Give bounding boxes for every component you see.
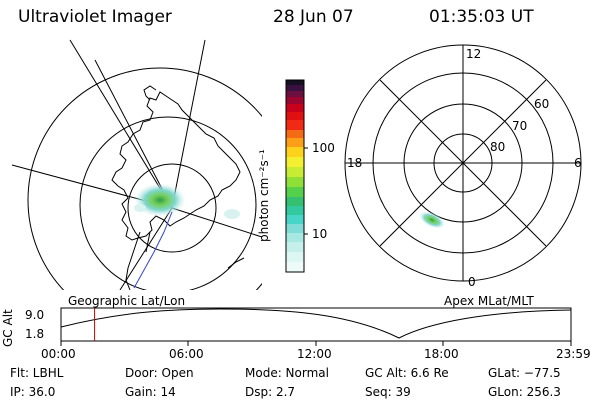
colorbar-tick-100: 100 xyxy=(312,141,335,155)
status-gain: Gain: 14 xyxy=(125,385,176,399)
island-coast xyxy=(227,257,245,269)
instrument-title: Ultraviolet Imager xyxy=(18,7,172,27)
altitude-curve xyxy=(60,308,572,339)
peninsula-coast-2 xyxy=(145,231,151,253)
xtick-0000: 00:00 xyxy=(41,347,76,361)
xtick-0600: 06:00 xyxy=(169,347,204,361)
lat-circle-outer xyxy=(27,67,262,290)
mlat-label-60: 60 xyxy=(534,97,550,111)
altitude-ymax: 9.0 xyxy=(25,308,45,322)
xtick-2359: 23:59 xyxy=(556,347,591,361)
meridian-5 xyxy=(119,207,173,290)
status-glat: GLat: −77.5 xyxy=(488,366,561,380)
altitude-plot xyxy=(60,307,572,346)
time-label: 01:35:03 UT xyxy=(429,7,534,27)
status-dsp: Dsp: 2.7 xyxy=(245,385,296,399)
xtick-1200: 12:00 xyxy=(297,347,332,361)
mlat-label-80: 80 xyxy=(490,140,506,154)
colorbar-tick-10: 10 xyxy=(312,227,328,241)
colorbar xyxy=(285,79,308,273)
status-mode: Mode: Normal xyxy=(245,366,329,380)
mlt-label-12: 12 xyxy=(466,47,482,61)
peninsula-coast xyxy=(125,231,141,290)
mlat-label-70: 70 xyxy=(512,119,528,133)
status-flt: Flt: LBHL xyxy=(10,366,64,380)
status-glon: GLon: 256.3 xyxy=(488,385,561,399)
meridian-1 xyxy=(69,39,173,209)
meridian-2 xyxy=(171,39,206,209)
aurora-geo xyxy=(134,183,240,219)
mlt-label-0: 0 xyxy=(468,275,476,289)
date-label: 28 Jun 07 xyxy=(273,7,354,27)
status-seq: Seq: 39 xyxy=(365,385,411,399)
mlt-label-6: 6 xyxy=(574,156,582,170)
mlt-label-18: 18 xyxy=(347,156,363,170)
status-ip: IP: 36.0 xyxy=(10,385,56,399)
geographic-label: Geographic Lat/Lon xyxy=(68,294,186,308)
lat-circle-inner xyxy=(127,163,217,253)
xtick-1800: 18:00 xyxy=(424,347,459,361)
status-door: Door: Open xyxy=(125,366,194,380)
colorbar-unit-label: photon cm⁻²s⁻¹ xyxy=(257,149,271,242)
status-gcalt: GC Alt: 6.6 Re xyxy=(365,366,449,380)
mlt-line-diag-2 xyxy=(379,79,547,247)
altitude-ylabel: GC Alt xyxy=(1,309,15,347)
apex-polar-plot xyxy=(344,44,582,282)
altitude-ymin: 1.8 xyxy=(25,327,45,341)
aurora-apex xyxy=(418,211,446,229)
coastline xyxy=(111,91,241,241)
meridian-4 xyxy=(171,207,262,238)
coastline-detail xyxy=(143,85,157,101)
ground-track xyxy=(133,211,173,289)
apex-label: Apex MLat/MLT xyxy=(444,294,534,308)
lat-circle-mid xyxy=(79,116,257,290)
